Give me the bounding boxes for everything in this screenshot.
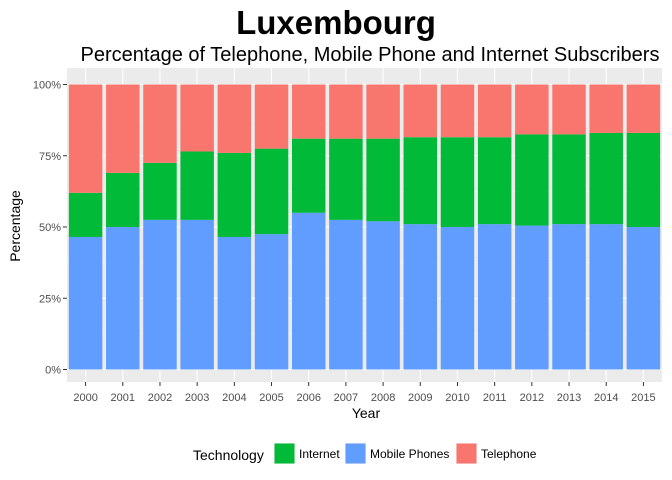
bar-telephone-2001 xyxy=(106,84,140,173)
bar-telephone-2002 xyxy=(143,84,177,163)
x-tick-label: 2007 xyxy=(334,392,358,404)
legend: Technology Internet Mobile Phones Telephon… xyxy=(193,443,537,464)
bar-internet-2007 xyxy=(329,138,363,220)
y-tick-label: 0% xyxy=(45,365,61,377)
x-tick-label: 2001 xyxy=(111,392,135,404)
bar-internet-2004 xyxy=(217,152,252,237)
bar-internet-2012 xyxy=(515,134,549,226)
y-tick-label: 75% xyxy=(39,151,61,163)
x-tick-label: 2000 xyxy=(73,392,97,404)
bar-mobile-phones-2006 xyxy=(291,212,326,370)
bar-internet-2014 xyxy=(589,132,623,225)
bar-telephone-2013 xyxy=(552,84,586,135)
bar-mobile-phones-2011 xyxy=(477,224,512,370)
bar-internet-2003 xyxy=(180,151,214,220)
y-tick-label: 25% xyxy=(39,293,61,305)
bar-mobile-phones-2015 xyxy=(626,227,661,370)
bar-mobile-phones-2013 xyxy=(552,224,586,370)
bar-mobile-phones-2002 xyxy=(143,219,177,370)
x-tick-label: 2006 xyxy=(296,392,320,404)
x-tick-label: 2011 xyxy=(483,392,507,404)
bar-internet-2011 xyxy=(477,137,512,225)
bar-telephone-2008 xyxy=(366,84,400,139)
bar-internet-2005 xyxy=(254,148,289,235)
legend-title: Technology xyxy=(193,447,264,463)
x-tick-label: 2008 xyxy=(371,392,395,404)
x-tick-label: 2014 xyxy=(594,392,618,404)
bar-mobile-phones-2005 xyxy=(254,234,289,370)
legend-key-internet xyxy=(274,443,295,464)
bar-internet-2000 xyxy=(68,192,103,237)
bar-telephone-2004 xyxy=(217,84,252,153)
x-tick-label: 2005 xyxy=(259,392,283,404)
bar-internet-2008 xyxy=(366,138,400,222)
bar-internet-2010 xyxy=(440,137,475,227)
legend-label: Internet xyxy=(299,447,340,461)
x-tick-label: 2009 xyxy=(408,392,432,404)
x-tick-label: 2002 xyxy=(148,392,172,404)
x-tick-label: 2004 xyxy=(222,392,246,404)
bar-internet-2015 xyxy=(626,132,661,227)
bar-telephone-2006 xyxy=(291,84,326,139)
bar-mobile-phones-2001 xyxy=(106,227,140,370)
bar-internet-2006 xyxy=(291,138,326,213)
x-tick-label: 2013 xyxy=(557,392,581,404)
bar-mobile-phones-2009 xyxy=(403,224,438,370)
bar-mobile-phones-2008 xyxy=(366,221,400,370)
bar-mobile-phones-2010 xyxy=(440,227,475,370)
bar-telephone-2014 xyxy=(589,84,623,133)
legend-label: Telephone xyxy=(481,447,537,461)
x-tick-label: 2015 xyxy=(631,392,655,404)
bar-telephone-2005 xyxy=(254,84,289,149)
bar-telephone-2009 xyxy=(403,84,438,138)
x-tick-label: 2010 xyxy=(445,392,469,404)
plot-area xyxy=(67,68,662,382)
axes: 0% 25% 50% 75% 100% 2000 2001 2002 2003 2004 2005 2… xyxy=(33,80,656,405)
bar-telephone-2000 xyxy=(68,84,103,193)
bar-mobile-phones-2000 xyxy=(68,236,103,370)
bar-internet-2002 xyxy=(143,162,177,220)
bar-mobile-phones-2007 xyxy=(329,219,363,370)
bar-telephone-2012 xyxy=(515,84,549,135)
bar-telephone-2007 xyxy=(329,84,363,139)
legend-key-telephone xyxy=(456,443,477,464)
bar-mobile-phones-2014 xyxy=(589,224,623,370)
bar-mobile-phones-2003 xyxy=(180,219,214,370)
bar-mobile-phones-2012 xyxy=(515,225,549,370)
x-tick-label: 2003 xyxy=(185,392,209,404)
bar-telephone-2010 xyxy=(440,84,475,138)
bar-internet-2001 xyxy=(106,172,140,227)
x-tick-label: 2012 xyxy=(520,392,544,404)
bar-mobile-phones-2004 xyxy=(217,236,252,370)
bar-internet-2013 xyxy=(552,134,586,225)
chart-subtitle: Percentage of Telephone, Mobile Phone an… xyxy=(80,44,660,66)
legend-label: Mobile Phones xyxy=(370,447,449,461)
bar-internet-2009 xyxy=(403,137,438,225)
x-axis-label: Year xyxy=(352,405,381,421)
bar-telephone-2011 xyxy=(477,84,512,138)
y-axis-label: Percentage xyxy=(7,190,23,262)
y-tick-label: 50% xyxy=(39,222,61,234)
bar-telephone-2003 xyxy=(180,84,214,152)
chart-title: Luxembourg xyxy=(236,4,436,41)
bar-telephone-2015 xyxy=(626,84,661,133)
y-tick-label: 100% xyxy=(33,80,61,92)
legend-key-mobile-phones xyxy=(345,443,366,464)
